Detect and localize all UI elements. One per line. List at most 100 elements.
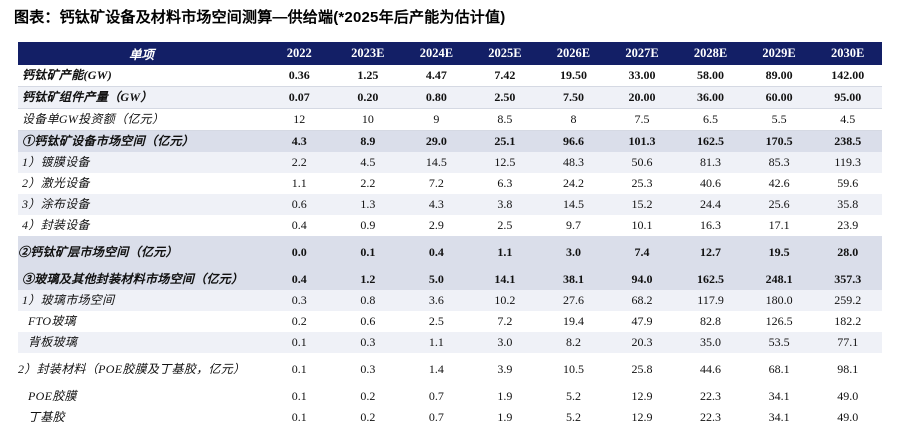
row-label: ①钙钛矿设备市场空间（亿元）: [18, 130, 265, 152]
table-cell: 60.00: [744, 86, 814, 109]
table-cell: 68.2: [607, 290, 677, 311]
table-cell: 17.1: [768, 218, 790, 232]
table-cell: 1.9: [497, 389, 513, 403]
table-row: 钙钛矿组件产量（GW） 0.07 0.20 0.80 2.50 7.50 20.00 36.0…: [18, 86, 882, 109]
column-header-year: 2028E: [676, 42, 745, 65]
table-cell: 3.8: [470, 194, 540, 215]
table-cell: 14.5: [539, 194, 608, 215]
table-cell: 2.9: [428, 218, 444, 232]
table-cell: 50.6: [607, 152, 677, 173]
table-cell: 8: [539, 108, 608, 131]
table-cell: 162.5: [676, 269, 745, 290]
header-row: 单项 2022 2023E 2024E 2025E 2026E 2027E 2028E 2029…: [18, 42, 882, 65]
row-label: FTO玻璃: [28, 314, 76, 328]
table-cell: 2.2: [360, 176, 376, 190]
table-cell: 1.25: [333, 65, 403, 87]
table-cell: 1.4: [428, 362, 444, 376]
table-cell: 9: [402, 108, 471, 131]
row-label: 2）封装材料（POE胶膜及丁基胶，亿元）: [18, 362, 246, 376]
row-label: 丁基胶: [28, 410, 65, 424]
table-cell: 3.6: [402, 290, 471, 311]
table-cell: 142.00: [813, 65, 882, 87]
table-cell: 85.3: [744, 152, 814, 173]
table-cell: 22.3: [700, 410, 722, 424]
table-cell: 10.2: [470, 290, 540, 311]
table-cell: 0.1: [265, 332, 334, 353]
table-row: ③玻璃及其他封装材料市场空间（亿元） 0.4 1.2 5.0 14.1 38.1 94.0 1…: [18, 269, 882, 290]
column-header-year: 2025E: [470, 42, 540, 65]
table-cell: 0.20: [333, 86, 403, 109]
table-cell: 101.3: [607, 130, 677, 152]
table-row: 设备单GW投资额（亿元） 12 10 9 8.5 8 7.5 6.5 5.5 4.5: [18, 108, 882, 131]
table-cell: 35.8: [813, 194, 882, 215]
column-header-year: 2027E: [607, 42, 677, 65]
column-header-year: 2023E: [333, 42, 403, 65]
table-cell: 44.6: [700, 362, 722, 376]
table-cell: 68.1: [768, 362, 790, 376]
table-cell: 0.80: [402, 86, 471, 109]
table-cell: 89.00: [744, 65, 814, 87]
table-cell: 0.07: [265, 86, 334, 109]
row-label: ②钙钛矿层市场空间（亿元）: [18, 236, 265, 269]
table-cell: 4.3: [402, 194, 471, 215]
row-label: POE胶膜: [28, 389, 77, 403]
table-cell: 357.3: [813, 269, 882, 290]
table-cell: 12.9: [631, 410, 653, 424]
table-cell: 1.1: [402, 332, 471, 353]
table-cell: 81.3: [676, 152, 745, 173]
table-cell: 3.0: [470, 332, 540, 353]
table-cell: 77.1: [813, 332, 882, 353]
table-cell: 3.9: [497, 362, 513, 376]
table-row: 1）镀膜设备 2.2 4.5 14.5 12.5 48.3 50.6 81.3 85.3 119.…: [18, 152, 882, 173]
table-row: 2）封装材料（POE胶膜及丁基胶，亿元） 0.1 0.3 1.4 3.9 10.5 25.8…: [18, 353, 882, 386]
row-label: 3）涂布设备: [18, 194, 265, 215]
table-row: 1）玻璃市场空间 0.3 0.8 3.6 10.2 27.6 68.2 117.9 180.0 2…: [18, 290, 882, 311]
table-cell: 16.3: [700, 218, 722, 232]
table-cell: 4.3: [265, 130, 334, 152]
table-cell: 182.2: [834, 314, 862, 328]
table-cell: 35.0: [676, 332, 745, 353]
row-label: 钙钛矿组件产量（GW）: [18, 86, 265, 109]
table-cell: 4.5: [333, 152, 403, 173]
column-header-year: 2030E: [813, 42, 882, 65]
table-cell: 7.42: [470, 65, 540, 87]
table-cell: 58.00: [676, 65, 745, 87]
table-cell: 24.4: [676, 194, 745, 215]
row-label: ③玻璃及其他封装材料市场空间（亿元）: [18, 269, 265, 290]
table-cell: 1.2: [333, 269, 403, 290]
row-label: 4）封装设备: [22, 218, 90, 232]
table-cell: 0.3: [360, 362, 376, 376]
table-cell: 0.7: [428, 410, 444, 424]
row-label: 背板玻璃: [18, 332, 265, 353]
column-header-item: 单项: [18, 42, 265, 65]
table-cell: 5.2: [565, 410, 581, 424]
table-cell: 0.36: [265, 65, 334, 87]
table-cell: 259.2: [813, 290, 882, 311]
table-cell: 180.0: [744, 290, 814, 311]
table-cell: 19.50: [539, 65, 608, 87]
table-cell: 25.6: [744, 194, 814, 215]
table-cell: 9.7: [565, 218, 581, 232]
table-body: 钙钛矿产能(GW) 0.36 1.25 4.47 7.42 19.50 33.00 58.00…: [18, 65, 882, 424]
table-cell: 1.1: [291, 176, 307, 190]
table-cell: 2.5: [497, 218, 513, 232]
table-cell: 10: [333, 108, 403, 131]
table-cell: 5.2: [565, 389, 581, 403]
table-cell: 2.2: [265, 152, 334, 173]
table-cell: 7.2: [497, 314, 513, 328]
table-cell: 34.1: [768, 389, 790, 403]
table-cell: 0.9: [360, 218, 376, 232]
table-cell: 0.6: [265, 194, 334, 215]
table-cell: 0.6: [360, 314, 376, 328]
row-label: 1）镀膜设备: [18, 152, 265, 173]
market-size-table: 单项 2022 2023E 2024E 2025E 2026E 2027E 2028E 2029…: [18, 42, 882, 424]
table-cell: 48.3: [539, 152, 608, 173]
row-label: 1）玻璃市场空间: [18, 290, 265, 311]
table-cell: 0.2: [360, 410, 376, 424]
table-cell: 42.6: [768, 176, 790, 190]
table-cell: 248.1: [744, 269, 814, 290]
table-cell: 12.7: [676, 236, 745, 269]
table-row: POE胶膜 0.1 0.2 0.7 1.9 5.2 12.9 22.3 34.1 49.0: [18, 386, 882, 407]
table-cell: 6.3: [497, 176, 513, 190]
